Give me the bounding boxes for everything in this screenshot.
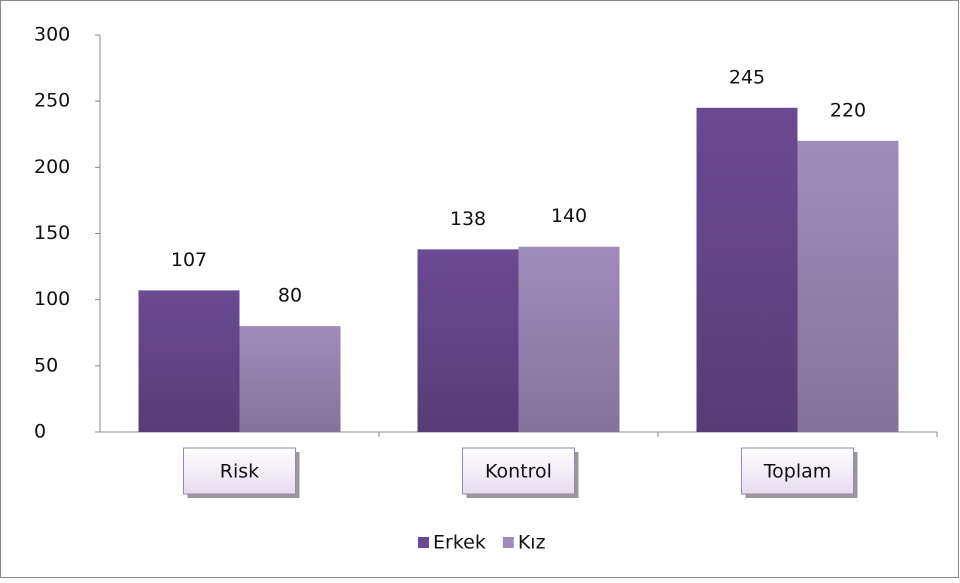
y-tick-label: 0 bbox=[34, 421, 46, 443]
bar-shade bbox=[417, 249, 519, 432]
y-tick-label: 100 bbox=[34, 288, 70, 310]
y-tick-label: 150 bbox=[34, 222, 70, 244]
category-box bbox=[183, 447, 296, 495]
value-label: 140 bbox=[551, 205, 587, 227]
value-label: 138 bbox=[450, 208, 486, 230]
legend-label: Kız bbox=[518, 532, 546, 554]
bar-shade bbox=[239, 326, 341, 432]
value-label: 220 bbox=[830, 99, 866, 121]
x-tick-label: Kontrol bbox=[485, 461, 552, 483]
value-label: 107 bbox=[171, 249, 207, 271]
bar-shade bbox=[797, 140, 899, 432]
bar-shade bbox=[696, 107, 798, 433]
value-label: 245 bbox=[729, 66, 765, 88]
y-tick-label: 300 bbox=[34, 24, 70, 46]
category-box bbox=[741, 447, 854, 495]
y-tick-label: 50 bbox=[34, 354, 58, 376]
value-label: 80 bbox=[278, 285, 302, 307]
legend-swatch bbox=[502, 537, 514, 548]
y-tick-label: 250 bbox=[34, 90, 70, 112]
x-tick-label: Toplam bbox=[763, 461, 832, 483]
bar-shade bbox=[518, 246, 620, 432]
x-tick-label: Risk bbox=[220, 461, 259, 483]
y-tick-label: 200 bbox=[34, 156, 70, 178]
bar-shade bbox=[138, 290, 240, 432]
category-box bbox=[462, 447, 575, 495]
legend-swatch bbox=[418, 537, 429, 548]
legend-label: Erkek bbox=[433, 532, 486, 554]
